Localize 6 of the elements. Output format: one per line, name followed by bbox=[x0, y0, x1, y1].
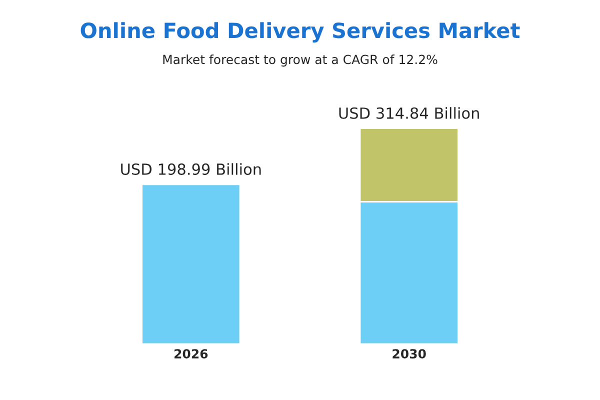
x-tick-label: 2030 bbox=[392, 349, 426, 359]
chart-subtitle: Market forecast to grow at a CAGR of 12.2% bbox=[163, 54, 438, 67]
total-label: USD 198.99 Billion bbox=[121, 163, 261, 175]
total-label: USD 314.84 Billion bbox=[339, 107, 479, 119]
chart-title: Online Food Delivery Services Market bbox=[80, 22, 520, 42]
x-tick-label: 2026 bbox=[174, 349, 208, 359]
